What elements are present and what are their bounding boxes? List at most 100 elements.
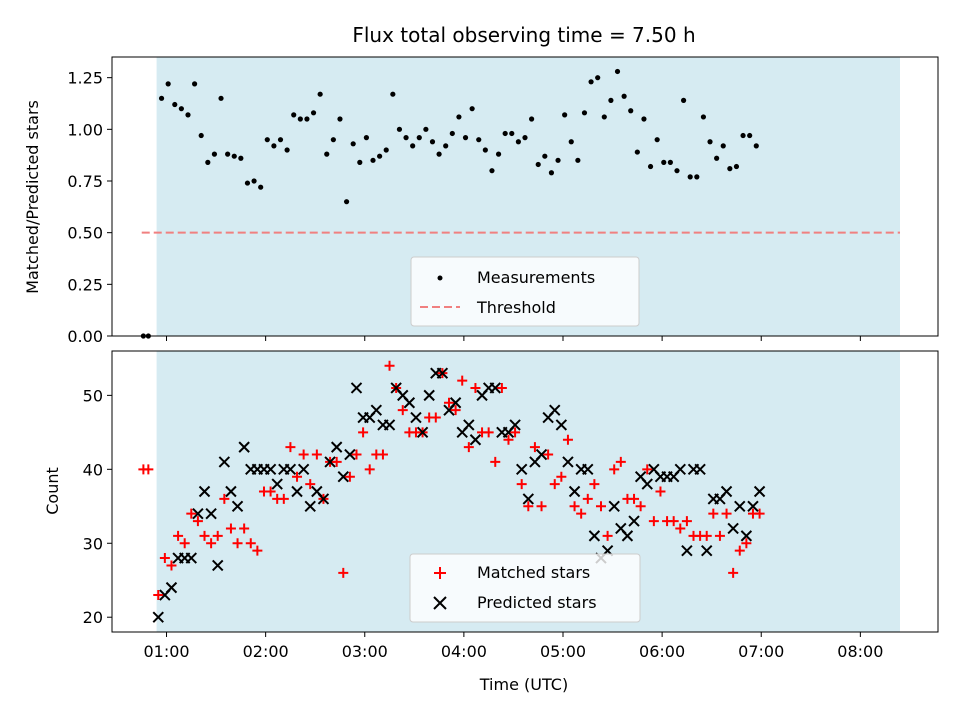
matched-stars-point bbox=[245, 538, 256, 549]
top-y-tick-label: 0.50 bbox=[67, 224, 103, 243]
chart-title: Flux total observing time = 7.50 h bbox=[352, 23, 695, 47]
measurements-point bbox=[700, 114, 707, 120]
measurements-point bbox=[535, 161, 541, 168]
matched-stars-point bbox=[642, 464, 653, 475]
x-tick-label: 04:00 bbox=[441, 642, 487, 661]
measurements-point bbox=[251, 178, 257, 184]
measurements-point bbox=[515, 139, 521, 145]
top-y-tick-label: 1.00 bbox=[67, 120, 103, 139]
x-tick-label: 02:00 bbox=[243, 642, 289, 661]
matched-stars-point bbox=[701, 530, 712, 541]
matched-stars-point bbox=[305, 479, 316, 490]
matched-stars-point bbox=[159, 553, 170, 564]
x-tick-label: 07:00 bbox=[738, 642, 784, 661]
matched-stars-point bbox=[298, 449, 309, 460]
predicted-stars-point bbox=[489, 382, 501, 394]
matched-stars-point bbox=[225, 523, 236, 534]
matched-stars-point bbox=[331, 456, 342, 467]
measurements-point bbox=[185, 112, 191, 118]
measurements-point bbox=[172, 101, 178, 108]
measurements-point bbox=[363, 135, 370, 141]
matched-stars-point bbox=[463, 442, 474, 453]
matched-stars-point bbox=[714, 530, 725, 541]
measurements-point bbox=[396, 126, 403, 132]
predicted-stars-point bbox=[588, 530, 601, 542]
predicted-stars-point bbox=[350, 382, 363, 394]
measurements-point bbox=[588, 79, 594, 85]
measurements-point bbox=[568, 139, 574, 145]
measurements-point bbox=[377, 153, 383, 159]
predicted-stars-point bbox=[582, 463, 594, 476]
predicted-stars-point bbox=[165, 581, 178, 594]
matched-stars-point bbox=[675, 523, 686, 534]
measurements-point bbox=[205, 159, 211, 165]
top-y-tick-label: 0.25 bbox=[67, 275, 103, 294]
measurements-point bbox=[165, 81, 171, 87]
legend-label-measurements: Measurements bbox=[477, 268, 595, 287]
measurements-point bbox=[158, 95, 165, 101]
matched-stars-point bbox=[252, 545, 263, 556]
measurements-point bbox=[733, 163, 740, 170]
predicted-stars-point bbox=[463, 419, 475, 431]
bottom-legend: Matched stars Predicted stars bbox=[409, 553, 641, 623]
predicted-stars-point bbox=[344, 448, 356, 461]
matched-stars-point bbox=[470, 382, 481, 393]
measurements-point bbox=[284, 147, 290, 153]
measurements-point bbox=[343, 199, 350, 205]
measurements-point bbox=[522, 135, 528, 141]
predicted-stars-point bbox=[621, 530, 634, 542]
matched-stars-point bbox=[457, 375, 468, 386]
predicted-stars-point bbox=[317, 493, 330, 505]
matched-stars-point bbox=[278, 493, 289, 504]
matched-stars-point bbox=[444, 397, 455, 408]
measurements-point bbox=[429, 139, 436, 145]
measurements-point bbox=[297, 116, 303, 122]
matched-stars-point bbox=[549, 479, 560, 490]
measurements-point bbox=[330, 137, 336, 143]
matched-stars-point bbox=[397, 405, 408, 416]
predicted-stars-point bbox=[747, 500, 759, 512]
predicted-stars-point bbox=[515, 463, 528, 476]
matched-stars-point bbox=[635, 501, 646, 512]
measurements-point bbox=[747, 132, 753, 139]
predicted-stars-point bbox=[284, 463, 297, 476]
matched-stars-point bbox=[430, 412, 441, 423]
matched-stars-point bbox=[206, 538, 217, 549]
measurements-point bbox=[225, 151, 231, 157]
predicted-stars-point bbox=[324, 456, 336, 468]
measurements-point bbox=[714, 155, 720, 161]
matched-stars-point bbox=[595, 501, 606, 512]
predicted-stars-point bbox=[562, 456, 574, 468]
matched-stars-point bbox=[311, 449, 322, 460]
predicted-stars-point bbox=[509, 419, 521, 431]
matched-stars-point bbox=[143, 464, 154, 475]
x-tick-label: 08:00 bbox=[837, 642, 883, 661]
matched-stars-point bbox=[648, 516, 659, 527]
matched-stars-point bbox=[668, 516, 679, 527]
predicted-stars-point bbox=[674, 463, 686, 476]
predicted-stars-point bbox=[727, 522, 739, 535]
matched-stars-point bbox=[166, 560, 177, 571]
predicted-stars-point bbox=[304, 500, 316, 512]
measurements-point bbox=[462, 135, 469, 141]
predicted-stars-point bbox=[403, 397, 416, 409]
predicted-stars-point bbox=[231, 500, 244, 512]
predicted-stars-point bbox=[291, 485, 303, 498]
matched-stars-point bbox=[219, 493, 230, 504]
predicted-stars-point bbox=[330, 441, 343, 453]
predicted-stars-point bbox=[535, 448, 548, 461]
matched-stars-point bbox=[510, 427, 521, 438]
matched-stars-point bbox=[562, 434, 573, 445]
measurements-point bbox=[575, 157, 581, 163]
matched-stars-point bbox=[609, 464, 620, 475]
measurements-point bbox=[647, 163, 654, 170]
measurements-point bbox=[211, 151, 218, 157]
legend-marker-matched-stars bbox=[434, 567, 446, 579]
measurements-point bbox=[634, 149, 640, 155]
predicted-stars-point bbox=[212, 559, 224, 572]
x-axis-title: Time (UTC) bbox=[479, 675, 568, 694]
matched-stars-point bbox=[384, 360, 395, 371]
legend-marker-predicted-stars bbox=[433, 596, 447, 610]
predicted-stars-point bbox=[423, 389, 435, 402]
